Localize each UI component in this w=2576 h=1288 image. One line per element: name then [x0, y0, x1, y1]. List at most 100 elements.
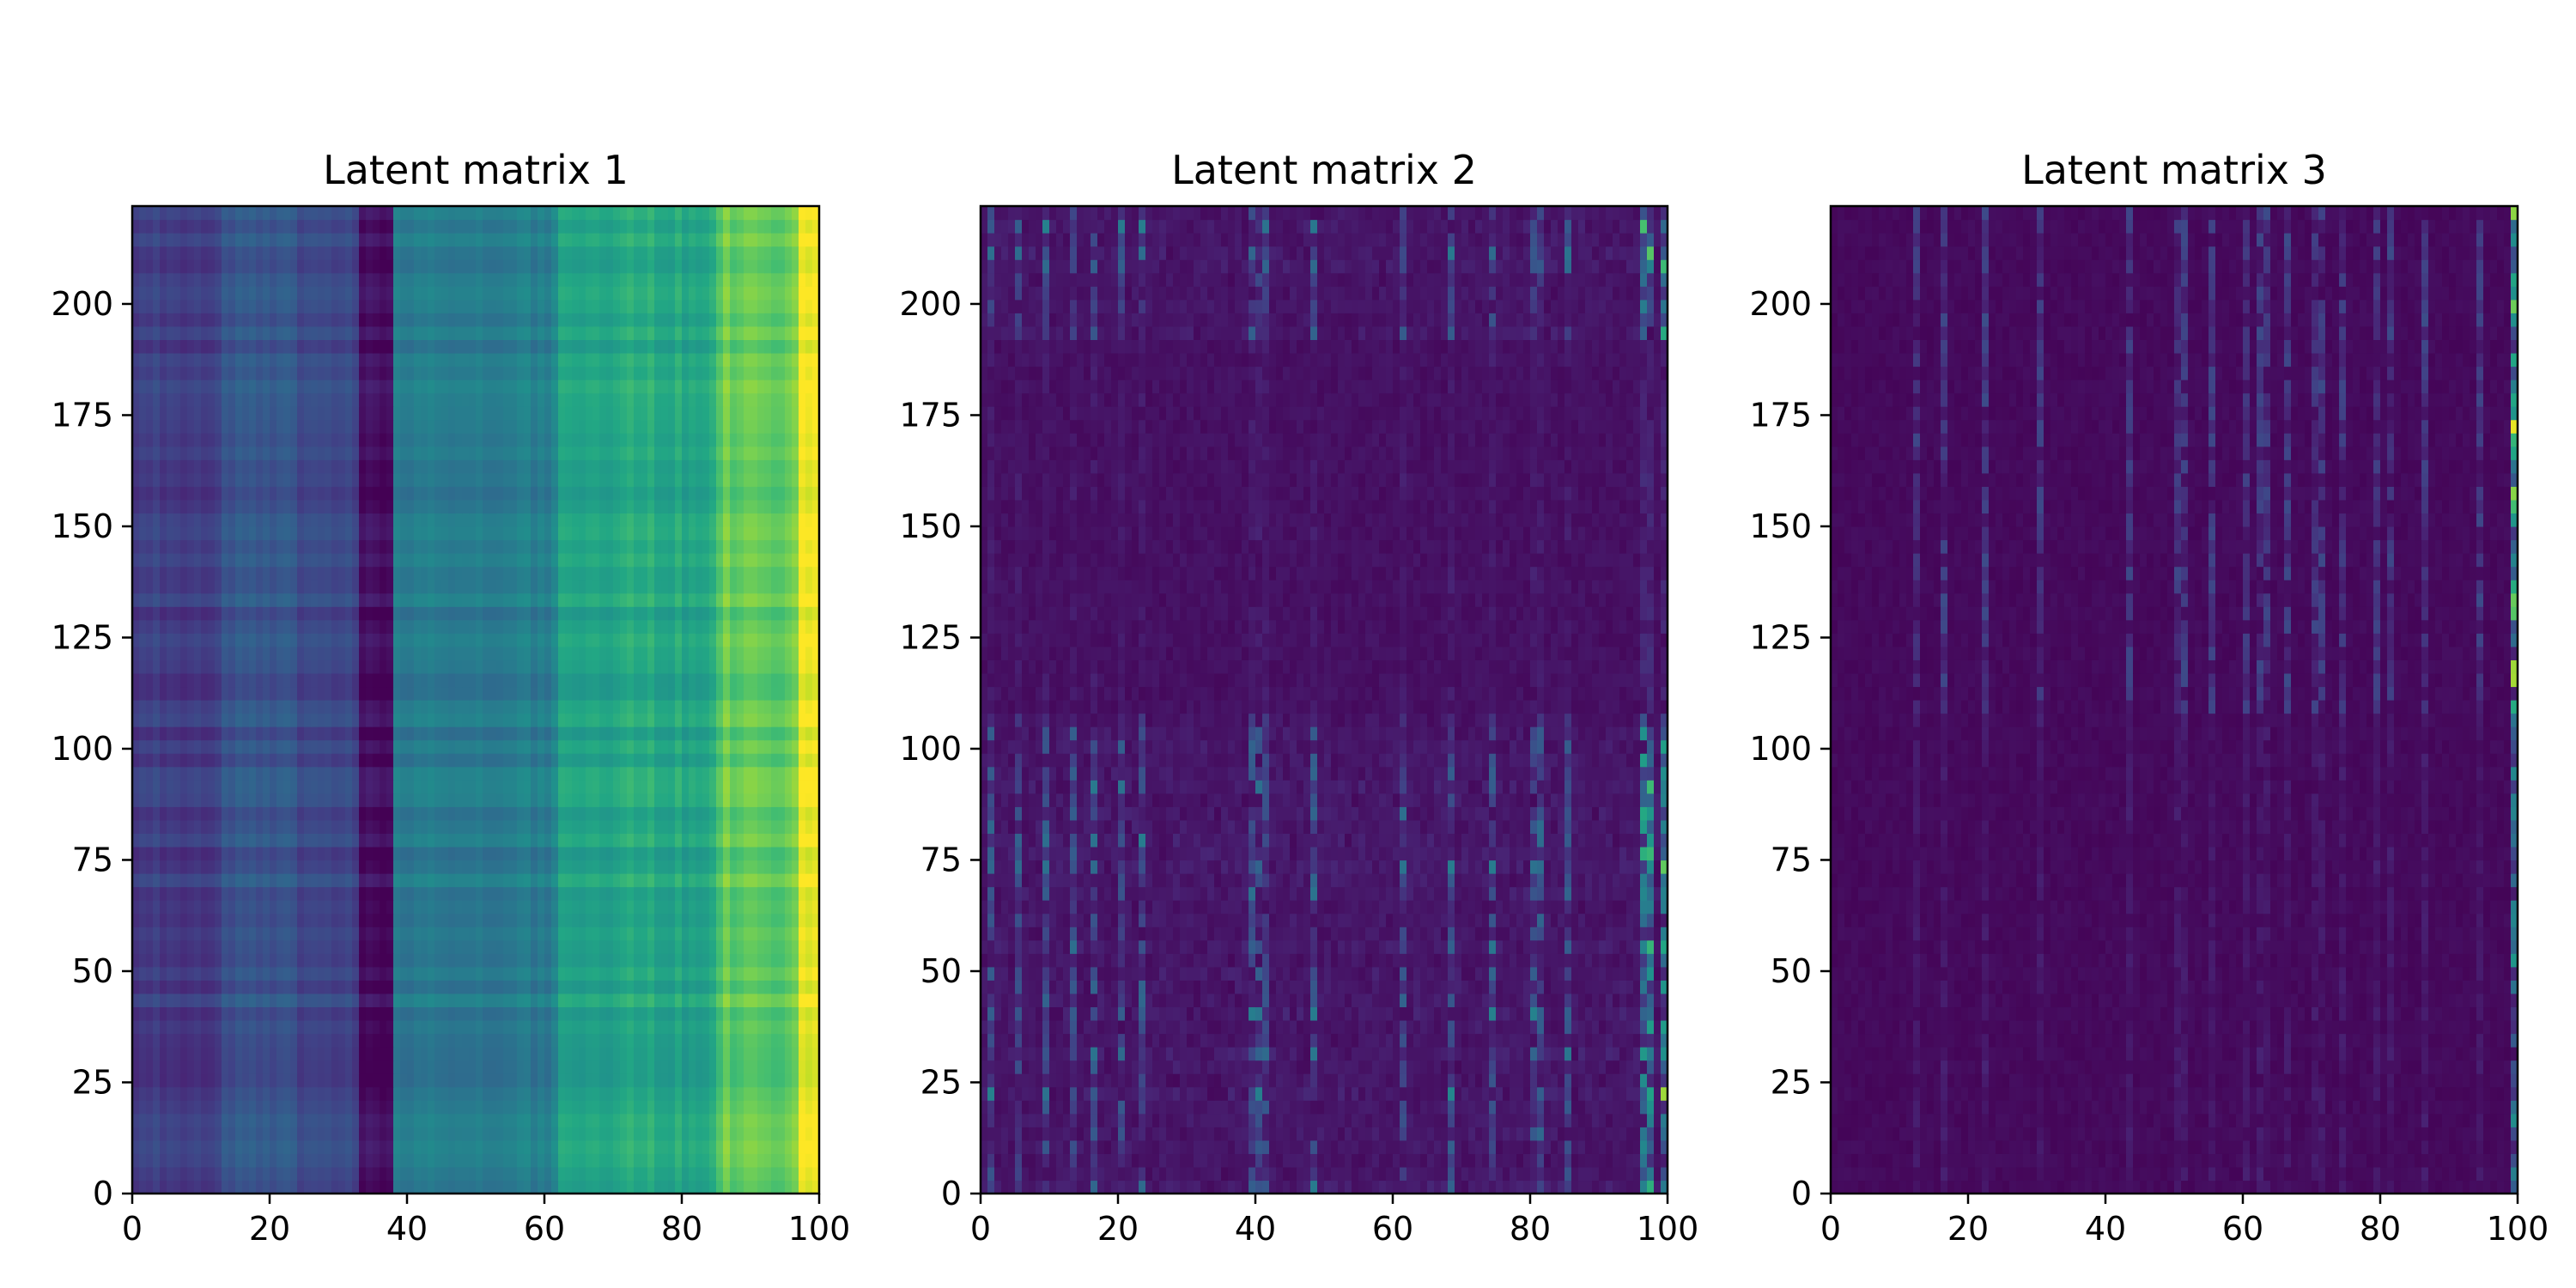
heatmap-cell — [627, 553, 635, 568]
heatmap-cell — [524, 846, 532, 861]
heatmap-cell — [242, 900, 250, 914]
heatmap-cell — [592, 1139, 600, 1154]
heatmap-cell — [373, 539, 380, 554]
heatmap-cell — [366, 913, 374, 927]
heatmap-cell — [270, 833, 277, 848]
heatmap-cell — [750, 993, 758, 1008]
heatmap-cell — [723, 580, 731, 594]
heatmap-cell — [380, 1086, 387, 1101]
heatmap-cell — [373, 833, 380, 848]
heatmap-cell — [222, 672, 229, 688]
heatmap-cell — [483, 1033, 490, 1048]
heatmap-cell — [812, 793, 820, 807]
heatmap-cell — [380, 873, 387, 888]
heatmap-cell — [792, 619, 799, 634]
heatmap-cell — [407, 713, 415, 727]
heatmap-cell — [517, 1060, 525, 1074]
heatmap-cell — [661, 780, 669, 794]
heatmap-cell — [510, 1047, 518, 1061]
heatmap-cell — [483, 539, 490, 554]
heatmap-cell — [792, 1166, 799, 1182]
heatmap-cell — [641, 566, 648, 580]
heatmap-cell — [489, 1019, 497, 1035]
heatmap-cell — [325, 646, 332, 660]
heatmap-cell — [579, 553, 586, 568]
heatmap-cell — [194, 1139, 202, 1154]
heatmap-cell — [373, 1006, 380, 1021]
heatmap-cell — [242, 606, 250, 621]
heatmap-cell — [641, 739, 648, 754]
heatmap-cell — [737, 659, 744, 674]
heatmap-cell — [696, 1127, 703, 1141]
heatmap-cell — [263, 566, 270, 580]
heatmap-cell — [709, 526, 717, 541]
heatmap-cell — [386, 646, 394, 660]
heatmap-cell — [730, 1127, 738, 1141]
heatmap-cell — [592, 819, 600, 834]
heatmap-cell — [139, 1047, 147, 1061]
heatmap-cell — [799, 1113, 806, 1127]
heatmap-cell — [359, 592, 367, 607]
heatmap-cell — [592, 927, 600, 941]
heatmap-cell — [682, 886, 690, 901]
heatmap-cell — [469, 619, 477, 634]
heatmap-cell — [304, 1019, 312, 1035]
heatmap-cell — [544, 927, 552, 941]
heatmap-cell — [434, 580, 442, 594]
heatmap-cell — [689, 1073, 696, 1088]
heatmap-cell — [627, 927, 635, 941]
heatmap-cell — [393, 806, 401, 821]
heatmap-cell — [270, 873, 277, 888]
heatmap-cell — [682, 1073, 690, 1088]
heatmap-cell — [613, 819, 621, 834]
heatmap-cell — [812, 766, 820, 781]
heatmap-cell — [462, 659, 470, 674]
heatmap-cell — [812, 686, 820, 701]
heatmap-cell — [723, 833, 731, 848]
heatmap-cell — [613, 1180, 621, 1194]
heatmap-cell — [476, 1180, 483, 1194]
heatmap-cell — [730, 833, 738, 848]
heatmap-cell — [359, 580, 367, 594]
heatmap-cell — [469, 993, 477, 1008]
heatmap-cell — [352, 886, 360, 901]
heatmap-cell — [201, 819, 209, 834]
heatmap-cell — [338, 1127, 346, 1141]
heatmap-cell — [785, 1006, 793, 1021]
heatmap-cell — [441, 1019, 449, 1035]
heatmap-cell — [778, 659, 786, 674]
heatmap-cell — [737, 819, 744, 834]
heatmap-cell — [599, 659, 607, 674]
heatmap-cell — [558, 553, 566, 568]
heatmap-cell — [311, 1006, 319, 1021]
heatmap-cell — [654, 913, 662, 927]
heatmap-cell — [421, 1113, 428, 1127]
heatmap-cell — [153, 672, 161, 688]
heatmap-cell — [290, 1060, 298, 1074]
heatmap-cell — [146, 619, 154, 634]
heatmap-cell — [757, 900, 765, 914]
heatmap-cell — [160, 619, 167, 634]
heatmap-cell — [263, 1180, 270, 1194]
heatmap-cell — [318, 539, 325, 554]
heatmap-cell — [235, 766, 243, 781]
heatmap-cell — [586, 833, 593, 848]
heatmap-cell — [531, 619, 538, 634]
heatmap-cell — [716, 566, 724, 580]
heatmap-cell — [276, 819, 284, 834]
heatmap-cell — [180, 873, 188, 888]
heatmap-cell — [661, 619, 669, 634]
heatmap-cell — [455, 526, 463, 541]
heatmap-cell — [627, 1113, 635, 1127]
heatmap-cell — [235, 873, 243, 888]
heatmap-cell — [270, 1139, 277, 1154]
heatmap-cell — [249, 793, 257, 807]
heatmap-cell — [476, 1113, 483, 1127]
heatmap-cell — [689, 606, 696, 621]
heatmap-cell — [647, 553, 655, 568]
heatmap-cell — [139, 553, 147, 568]
heatmap-cell — [620, 927, 628, 941]
heatmap-cell — [187, 700, 195, 714]
heatmap-cell — [373, 1139, 380, 1154]
